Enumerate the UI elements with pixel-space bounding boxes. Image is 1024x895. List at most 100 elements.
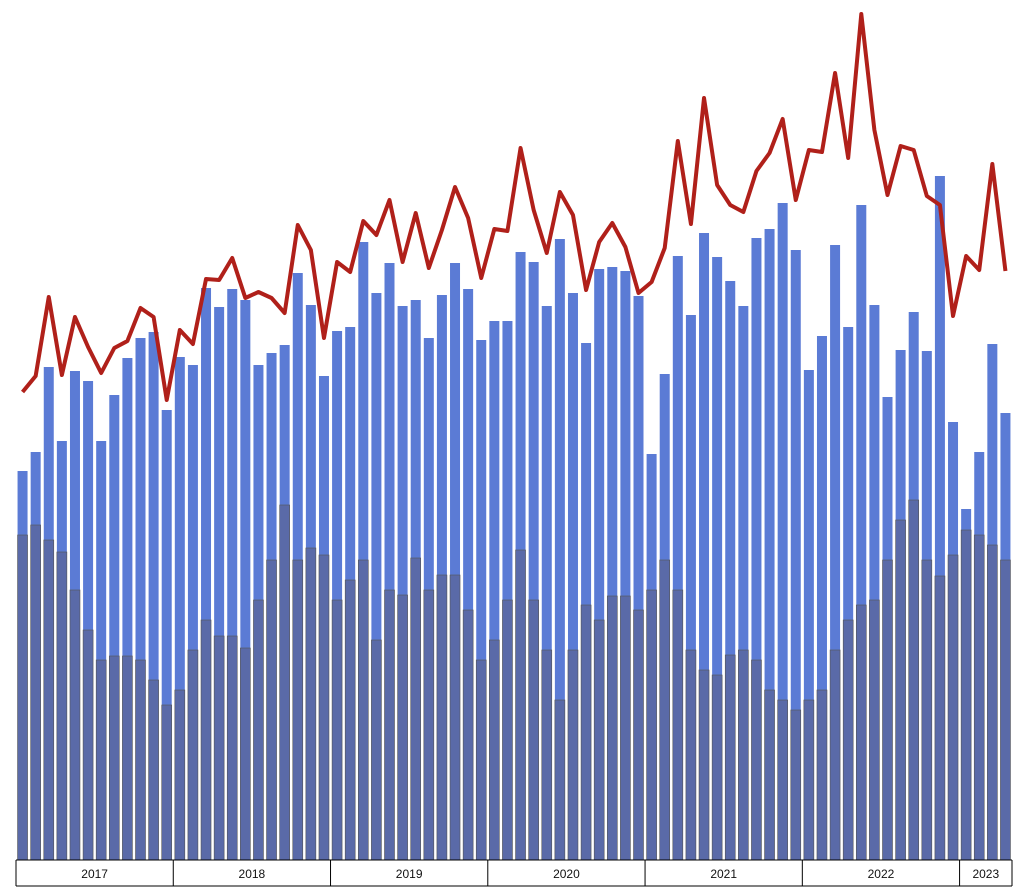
bar — [541, 649, 553, 861]
bar — [803, 699, 815, 861]
bar — [934, 575, 946, 861]
bar — [777, 203, 788, 860]
bar — [633, 296, 644, 860]
bar — [214, 307, 225, 860]
bar — [332, 331, 343, 860]
bar — [69, 589, 81, 861]
bar — [357, 559, 369, 861]
bar — [620, 595, 631, 861]
bar — [476, 340, 487, 860]
bar — [489, 321, 500, 860]
bar — [109, 395, 120, 860]
bar — [790, 709, 802, 861]
bar — [135, 659, 146, 861]
bar — [594, 269, 605, 860]
bar — [764, 689, 775, 861]
bar — [449, 574, 461, 861]
bar — [305, 547, 317, 861]
bar — [96, 441, 107, 860]
bar — [423, 589, 435, 861]
bar — [908, 499, 920, 861]
x-group-label: 2019 — [396, 867, 423, 881]
bar — [82, 629, 94, 861]
bar — [161, 410, 172, 860]
bar — [712, 257, 723, 860]
bar — [30, 524, 41, 861]
bar — [724, 654, 736, 861]
bar — [869, 599, 880, 861]
bar — [725, 281, 736, 860]
bar — [502, 321, 513, 860]
bar — [397, 594, 408, 861]
bar — [122, 358, 133, 860]
bar — [201, 288, 212, 860]
bar — [436, 574, 448, 861]
bar — [777, 699, 788, 861]
bar — [869, 305, 880, 860]
bar — [947, 554, 959, 861]
bar — [699, 233, 710, 860]
bar — [135, 338, 146, 860]
bar — [43, 539, 55, 861]
bar — [358, 242, 369, 860]
bar — [279, 504, 290, 861]
bar — [344, 579, 356, 861]
bar — [502, 599, 513, 861]
bar — [698, 669, 710, 861]
bar — [83, 381, 94, 860]
bar — [475, 659, 487, 861]
bar — [462, 609, 474, 861]
bar — [960, 529, 972, 861]
bar — [17, 534, 28, 861]
line — [21, 12, 1008, 402]
bar — [187, 365, 198, 860]
bar — [384, 263, 395, 860]
bar — [856, 205, 867, 860]
bar — [554, 699, 566, 861]
x-group-label: 2020 — [553, 867, 580, 881]
bar — [567, 649, 579, 861]
bar — [554, 239, 565, 860]
bar — [672, 589, 684, 861]
bar — [803, 370, 814, 860]
bar — [240, 647, 251, 861]
bar — [528, 262, 539, 860]
bar — [973, 534, 985, 861]
bar — [738, 649, 749, 861]
bar — [397, 306, 408, 860]
x-group-label: 2021 — [710, 867, 737, 881]
bar — [895, 519, 906, 861]
bar — [738, 306, 749, 860]
x-group-label: 2018 — [239, 867, 266, 881]
bar — [685, 649, 697, 861]
bar — [187, 649, 199, 861]
bar — [371, 639, 382, 861]
bar — [161, 704, 173, 861]
bar — [174, 689, 186, 861]
bar — [541, 306, 552, 860]
bar — [331, 599, 343, 861]
bar — [633, 609, 644, 861]
bar — [593, 619, 605, 861]
bar — [450, 263, 461, 860]
bar — [318, 554, 330, 861]
bar — [410, 557, 422, 861]
bar — [685, 315, 696, 860]
bar — [921, 559, 933, 861]
bar — [816, 689, 828, 861]
bar — [620, 271, 631, 860]
bar — [855, 604, 867, 861]
bar — [607, 267, 618, 860]
bar — [108, 655, 120, 861]
bar — [1000, 559, 1011, 861]
bar — [384, 589, 395, 861]
bar — [830, 245, 841, 860]
bar — [463, 289, 474, 860]
bar — [371, 293, 382, 860]
bar — [253, 599, 264, 861]
bar — [292, 559, 304, 861]
bar — [842, 619, 854, 861]
bar — [567, 293, 578, 860]
bar — [987, 544, 998, 861]
